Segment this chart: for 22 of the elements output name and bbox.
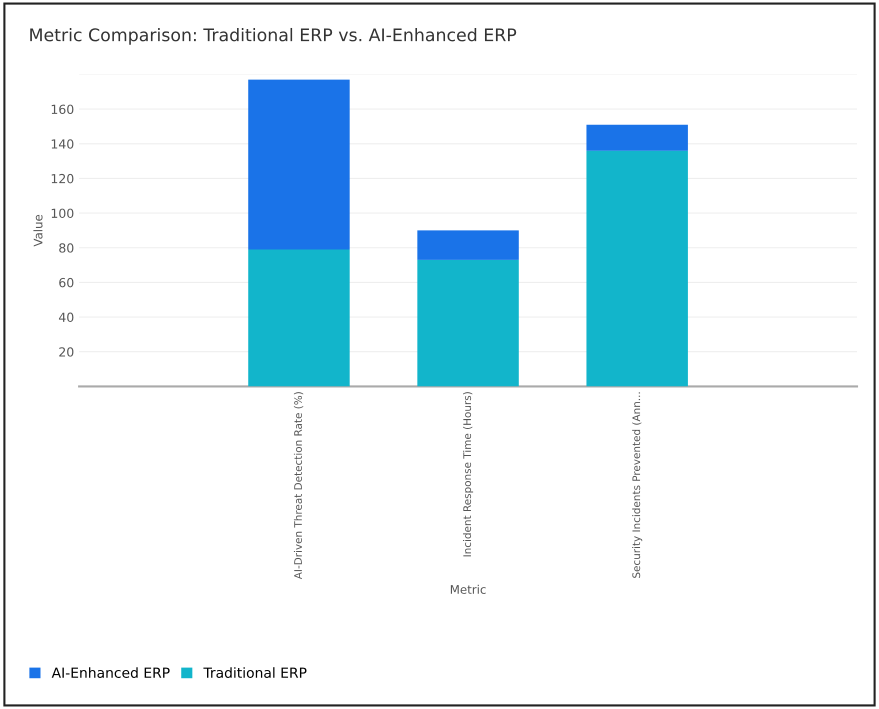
y-tick-label: 100 — [52, 208, 74, 218]
bar — [586, 150, 688, 386]
legend-label: Traditional ERP — [203, 667, 306, 678]
bar — [417, 230, 519, 260]
x-tick-label: Incident Response Time (Hours) — [463, 392, 474, 556]
bar — [417, 260, 519, 386]
y-tick-label: 140 — [52, 139, 74, 149]
x-axis-title: Metric — [450, 584, 486, 594]
legend-label: AI-Enhanced ERP — [52, 667, 170, 678]
y-tick-label: 80 — [59, 243, 74, 253]
y-axis-title: Value — [33, 214, 43, 247]
y-tick-label: 40 — [58, 312, 74, 322]
bar — [248, 249, 350, 386]
y-tick-label: 20 — [59, 347, 74, 357]
y-tick-label: 60 — [59, 278, 74, 288]
bar — [586, 124, 688, 151]
y-tick-label: 120 — [52, 174, 74, 184]
x-tick-label: Security Incidents Prevented (Ann... — [632, 392, 642, 578]
bar — [248, 80, 350, 250]
y-tick-label: 160 — [52, 104, 74, 114]
x-tick-label: AI-Driven Threat Detection Rate (%) — [294, 392, 304, 580]
chart-title: Metric Comparison: Traditional ERP vs. AI-Enhanced ERP — [30, 28, 516, 45]
